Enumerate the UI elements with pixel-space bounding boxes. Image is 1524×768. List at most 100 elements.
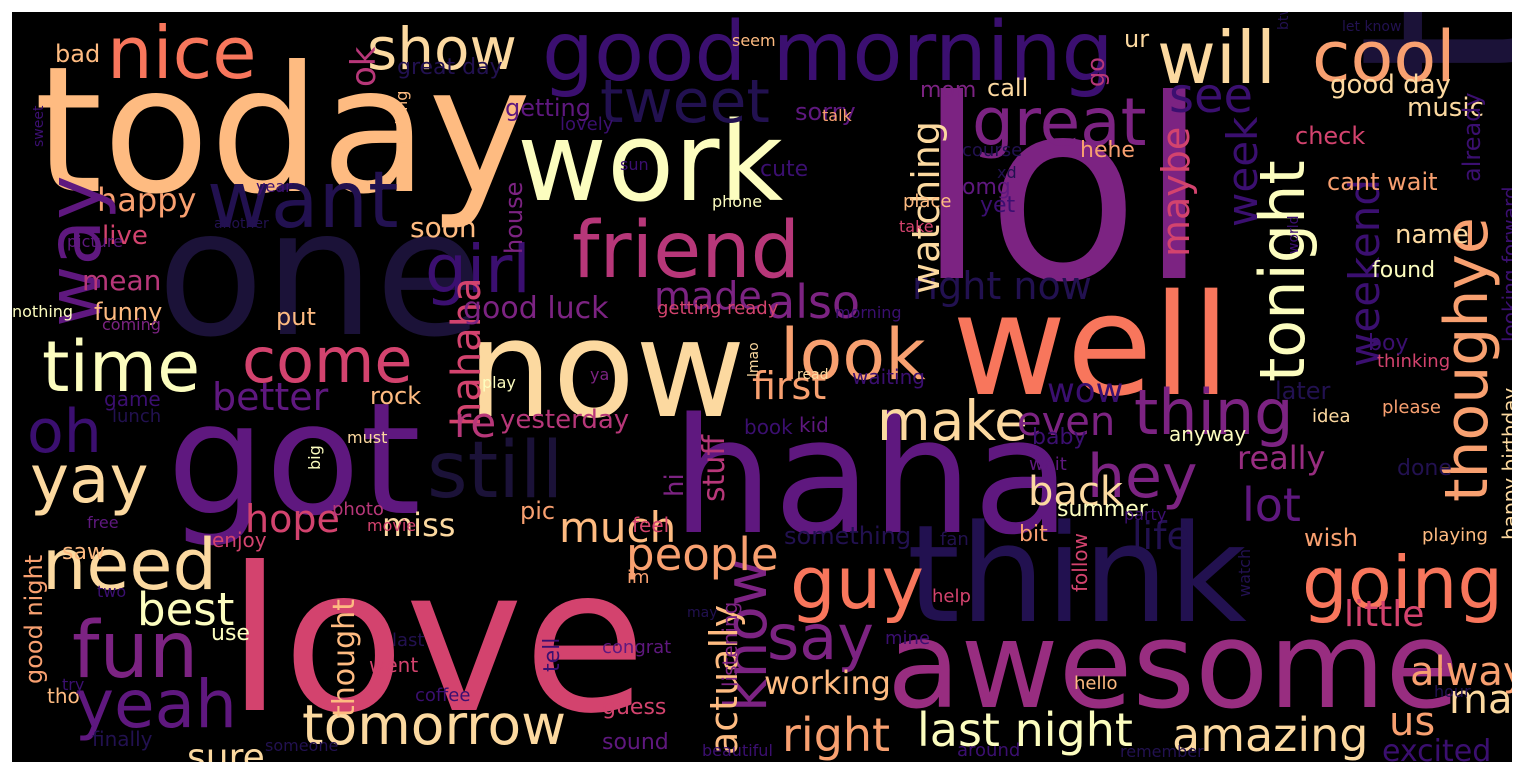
cloud-word: lot xyxy=(1242,478,1301,532)
cloud-word: getting ready xyxy=(657,298,779,319)
cloud-word: lmao xyxy=(746,342,762,377)
cloud-word: hello xyxy=(1074,673,1118,694)
cloud-word: congrat xyxy=(602,637,672,658)
cloud-word: getting xyxy=(505,94,591,122)
cloud-word: enjoy xyxy=(212,528,267,552)
cloud-word: beautiful xyxy=(702,741,773,760)
cloud-word: want xyxy=(207,156,399,246)
cloud-word: soon xyxy=(410,211,477,244)
cloud-word: book xyxy=(744,415,793,439)
cloud-word: funny xyxy=(94,298,163,326)
cloud-word: finally xyxy=(92,727,153,751)
cloud-word: yeah xyxy=(75,666,237,743)
cloud-word: world xyxy=(1286,215,1302,254)
cloud-word: working xyxy=(764,664,891,702)
cloud-word: tho xyxy=(47,684,80,708)
cloud-word: baby xyxy=(1032,425,1087,450)
cloud-word: friend xyxy=(572,206,801,296)
cloud-word: thinking xyxy=(1377,351,1451,372)
cloud-word: mine xyxy=(885,628,931,649)
cloud-word: name xyxy=(1395,220,1469,250)
cloud-word: follow xyxy=(1068,533,1092,592)
cloud-word: great xyxy=(972,84,1147,161)
cloud-word: music xyxy=(1407,93,1484,123)
cloud-word: may xyxy=(687,605,718,621)
cloud-word: already xyxy=(1458,92,1486,182)
cloud-word: picture xyxy=(67,232,123,251)
cloud-word: talk xyxy=(822,106,852,125)
cloud-word: good day xyxy=(1330,70,1451,100)
cloud-word: pic xyxy=(520,497,556,525)
cloud-word: fun xyxy=(72,606,199,696)
cloud-word: sorry xyxy=(795,98,856,126)
cloud-word: read xyxy=(797,367,829,383)
cloud-word: girl xyxy=(425,231,531,308)
cloud-word: tomorrow xyxy=(302,693,567,757)
cloud-word: yay xyxy=(30,441,149,518)
cloud-word: wow xyxy=(1047,371,1124,411)
cloud-word: help xyxy=(932,586,971,607)
cloud-word: watch xyxy=(1235,548,1254,597)
cloud-word: nothing xyxy=(12,302,74,321)
cloud-word: course xyxy=(962,140,1023,161)
cloud-word: hi xyxy=(660,473,690,497)
cloud-word: happy birthday xyxy=(1498,387,1512,540)
cloud-word: anyway xyxy=(1169,422,1247,446)
cloud-word: mean xyxy=(82,264,162,297)
cloud-word: game xyxy=(104,387,161,411)
cloud-word: back xyxy=(1028,469,1124,515)
cloud-word: let know xyxy=(1342,19,1402,35)
cloud-word: need xyxy=(42,524,217,606)
cloud-word: now xyxy=(467,291,746,448)
cloud-word: hope xyxy=(245,497,340,541)
cloud-word: good luck xyxy=(463,291,609,326)
cloud-word: making xyxy=(392,90,411,150)
cloud-word: someone xyxy=(265,736,339,755)
cloud-word: week xyxy=(1218,116,1267,227)
cloud-word: rock xyxy=(370,382,422,410)
cloud-word: oh xyxy=(27,397,102,467)
cloud-word: please xyxy=(1382,397,1441,418)
cloud-word: ok xyxy=(344,46,384,88)
cloud-word: re xyxy=(454,398,497,447)
cloud-word: say xyxy=(767,601,874,674)
cloud-word: first xyxy=(752,364,827,408)
cloud-word: yesterday xyxy=(500,405,630,435)
cloud-word: maybe xyxy=(1154,126,1198,257)
cloud-word: stuff xyxy=(697,434,732,502)
cloud-word: today xyxy=(34,30,532,233)
cloud-word: got xyxy=(167,369,421,550)
cloud-word: us xyxy=(1389,699,1436,745)
cloud-word: wish xyxy=(1304,524,1359,552)
cloud-word: last night xyxy=(917,703,1133,757)
cloud-word: haha xyxy=(672,383,1071,570)
cloud-word: seem xyxy=(732,31,776,50)
cloud-word: looking forward xyxy=(1498,186,1512,342)
cloud-word: also xyxy=(767,275,861,329)
cloud-word: tweet xyxy=(600,67,770,137)
cloud-word: party xyxy=(1124,505,1167,524)
cloud-word: later xyxy=(1275,377,1331,405)
cloud-word: best xyxy=(137,583,235,636)
cloud-word: hour xyxy=(1434,682,1471,701)
cloud-word: feel xyxy=(632,513,670,537)
cloud-word: must xyxy=(347,428,388,447)
cloud-word: sure xyxy=(187,737,265,763)
cloud-word: boy xyxy=(1368,331,1409,356)
cloud-word: another xyxy=(214,216,269,232)
cloud-word: big xyxy=(305,445,324,470)
word-cloud: todayworklolthankonenowwellgothahathinkl… xyxy=(12,12,1512,762)
cloud-word: guess xyxy=(602,695,667,720)
cloud-word: check xyxy=(1295,122,1366,150)
cloud-word: good night xyxy=(20,554,48,684)
cloud-word: use xyxy=(211,621,250,646)
cloud-word: two xyxy=(97,582,127,601)
cloud-word: found xyxy=(1372,258,1436,283)
cloud-word: show xyxy=(367,15,517,83)
cloud-word: much xyxy=(559,503,677,552)
cloud-word: guy xyxy=(790,541,924,625)
cloud-word: come xyxy=(242,324,413,397)
cloud-word: lovely xyxy=(560,114,614,135)
cloud-word: fan xyxy=(940,529,969,550)
cloud-word: made xyxy=(654,274,762,318)
